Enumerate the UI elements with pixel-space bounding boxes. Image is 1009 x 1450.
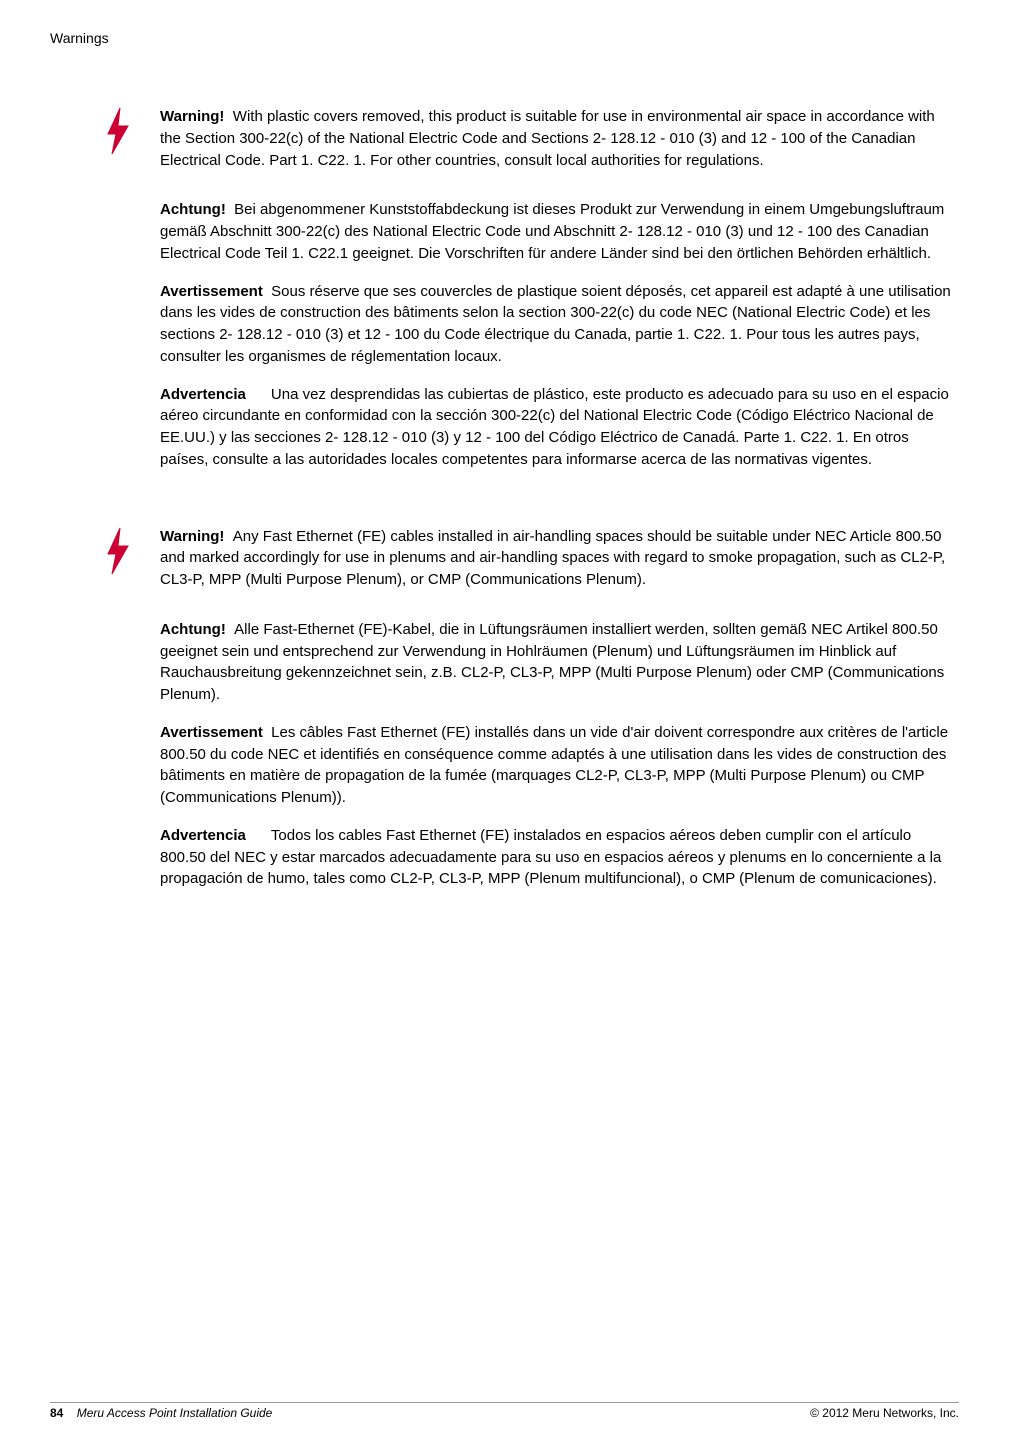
warning-label-de: Achtung! bbox=[160, 621, 226, 638]
warning-block: Warning! Any Fast Ethernet (FE) cables i… bbox=[50, 526, 959, 607]
warning-text-fr: Sous réserve que ses couvercles de plast… bbox=[160, 283, 951, 365]
warning-text-en: With plastic covers removed, this produc… bbox=[160, 108, 935, 169]
guide-title: Meru Access Point Installation Guide bbox=[77, 1406, 273, 1420]
page-header: Warnings bbox=[50, 30, 959, 46]
warning-text-de: Alle Fast-Ethernet (FE)-Kabel, die in Lü… bbox=[160, 621, 944, 703]
warning-icon-container bbox=[100, 106, 160, 187]
warning-section-1: Warning! With plastic covers removed, th… bbox=[50, 106, 959, 471]
warning-en: Warning! With plastic covers removed, th… bbox=[160, 106, 959, 171]
warning-en: Warning! Any Fast Ethernet (FE) cables i… bbox=[160, 526, 959, 591]
footer-copyright: © 2012 Meru Networks, Inc. bbox=[810, 1406, 959, 1420]
warning-text-fr: Les câbles Fast Ethernet (FE) installés … bbox=[160, 724, 948, 806]
warning-fr: Avertissement Les câbles Fast Ethernet (… bbox=[50, 722, 959, 809]
lightning-icon bbox=[100, 526, 135, 576]
warning-label-fr: Avertissement bbox=[160, 283, 263, 300]
lightning-icon bbox=[100, 106, 135, 156]
warning-label-es: Advertencia bbox=[160, 827, 246, 844]
warning-text-es: Una vez desprendidas las cubiertas de pl… bbox=[160, 386, 949, 468]
warning-de: Achtung! Bei abgenommener Kunststoffabde… bbox=[50, 199, 959, 264]
warning-text-de: Bei abgenommener Kunststoffabdeckung ist… bbox=[160, 201, 944, 262]
warning-section-2: Warning! Any Fast Ethernet (FE) cables i… bbox=[50, 526, 959, 891]
warning-label-es: Advertencia bbox=[160, 386, 246, 403]
warning-label-en: Warning! bbox=[160, 528, 224, 545]
warning-icon-container bbox=[100, 526, 160, 607]
warning-label-en: Warning! bbox=[160, 108, 224, 125]
warning-text-es: Todos los cables Fast Ethernet (FE) inst… bbox=[160, 827, 941, 888]
warning-es: Advertencia Una vez desprendidas las cub… bbox=[50, 384, 959, 471]
warning-block: Warning! With plastic covers removed, th… bbox=[50, 106, 959, 187]
warning-de: Achtung! Alle Fast-Ethernet (FE)-Kabel, … bbox=[50, 619, 959, 706]
warning-text-en: Any Fast Ethernet (FE) cables installed … bbox=[160, 528, 945, 589]
warning-fr: Avertissement Sous réserve que ses couve… bbox=[50, 281, 959, 368]
page-footer: 84 Meru Access Point Installation Guide … bbox=[50, 1402, 959, 1420]
footer-left: 84 Meru Access Point Installation Guide bbox=[50, 1406, 272, 1420]
page-number: 84 bbox=[50, 1406, 63, 1420]
warning-label-de: Achtung! bbox=[160, 201, 226, 218]
warning-label-fr: Avertissement bbox=[160, 724, 263, 741]
warning-es: Advertencia Todos los cables Fast Ethern… bbox=[50, 825, 959, 890]
